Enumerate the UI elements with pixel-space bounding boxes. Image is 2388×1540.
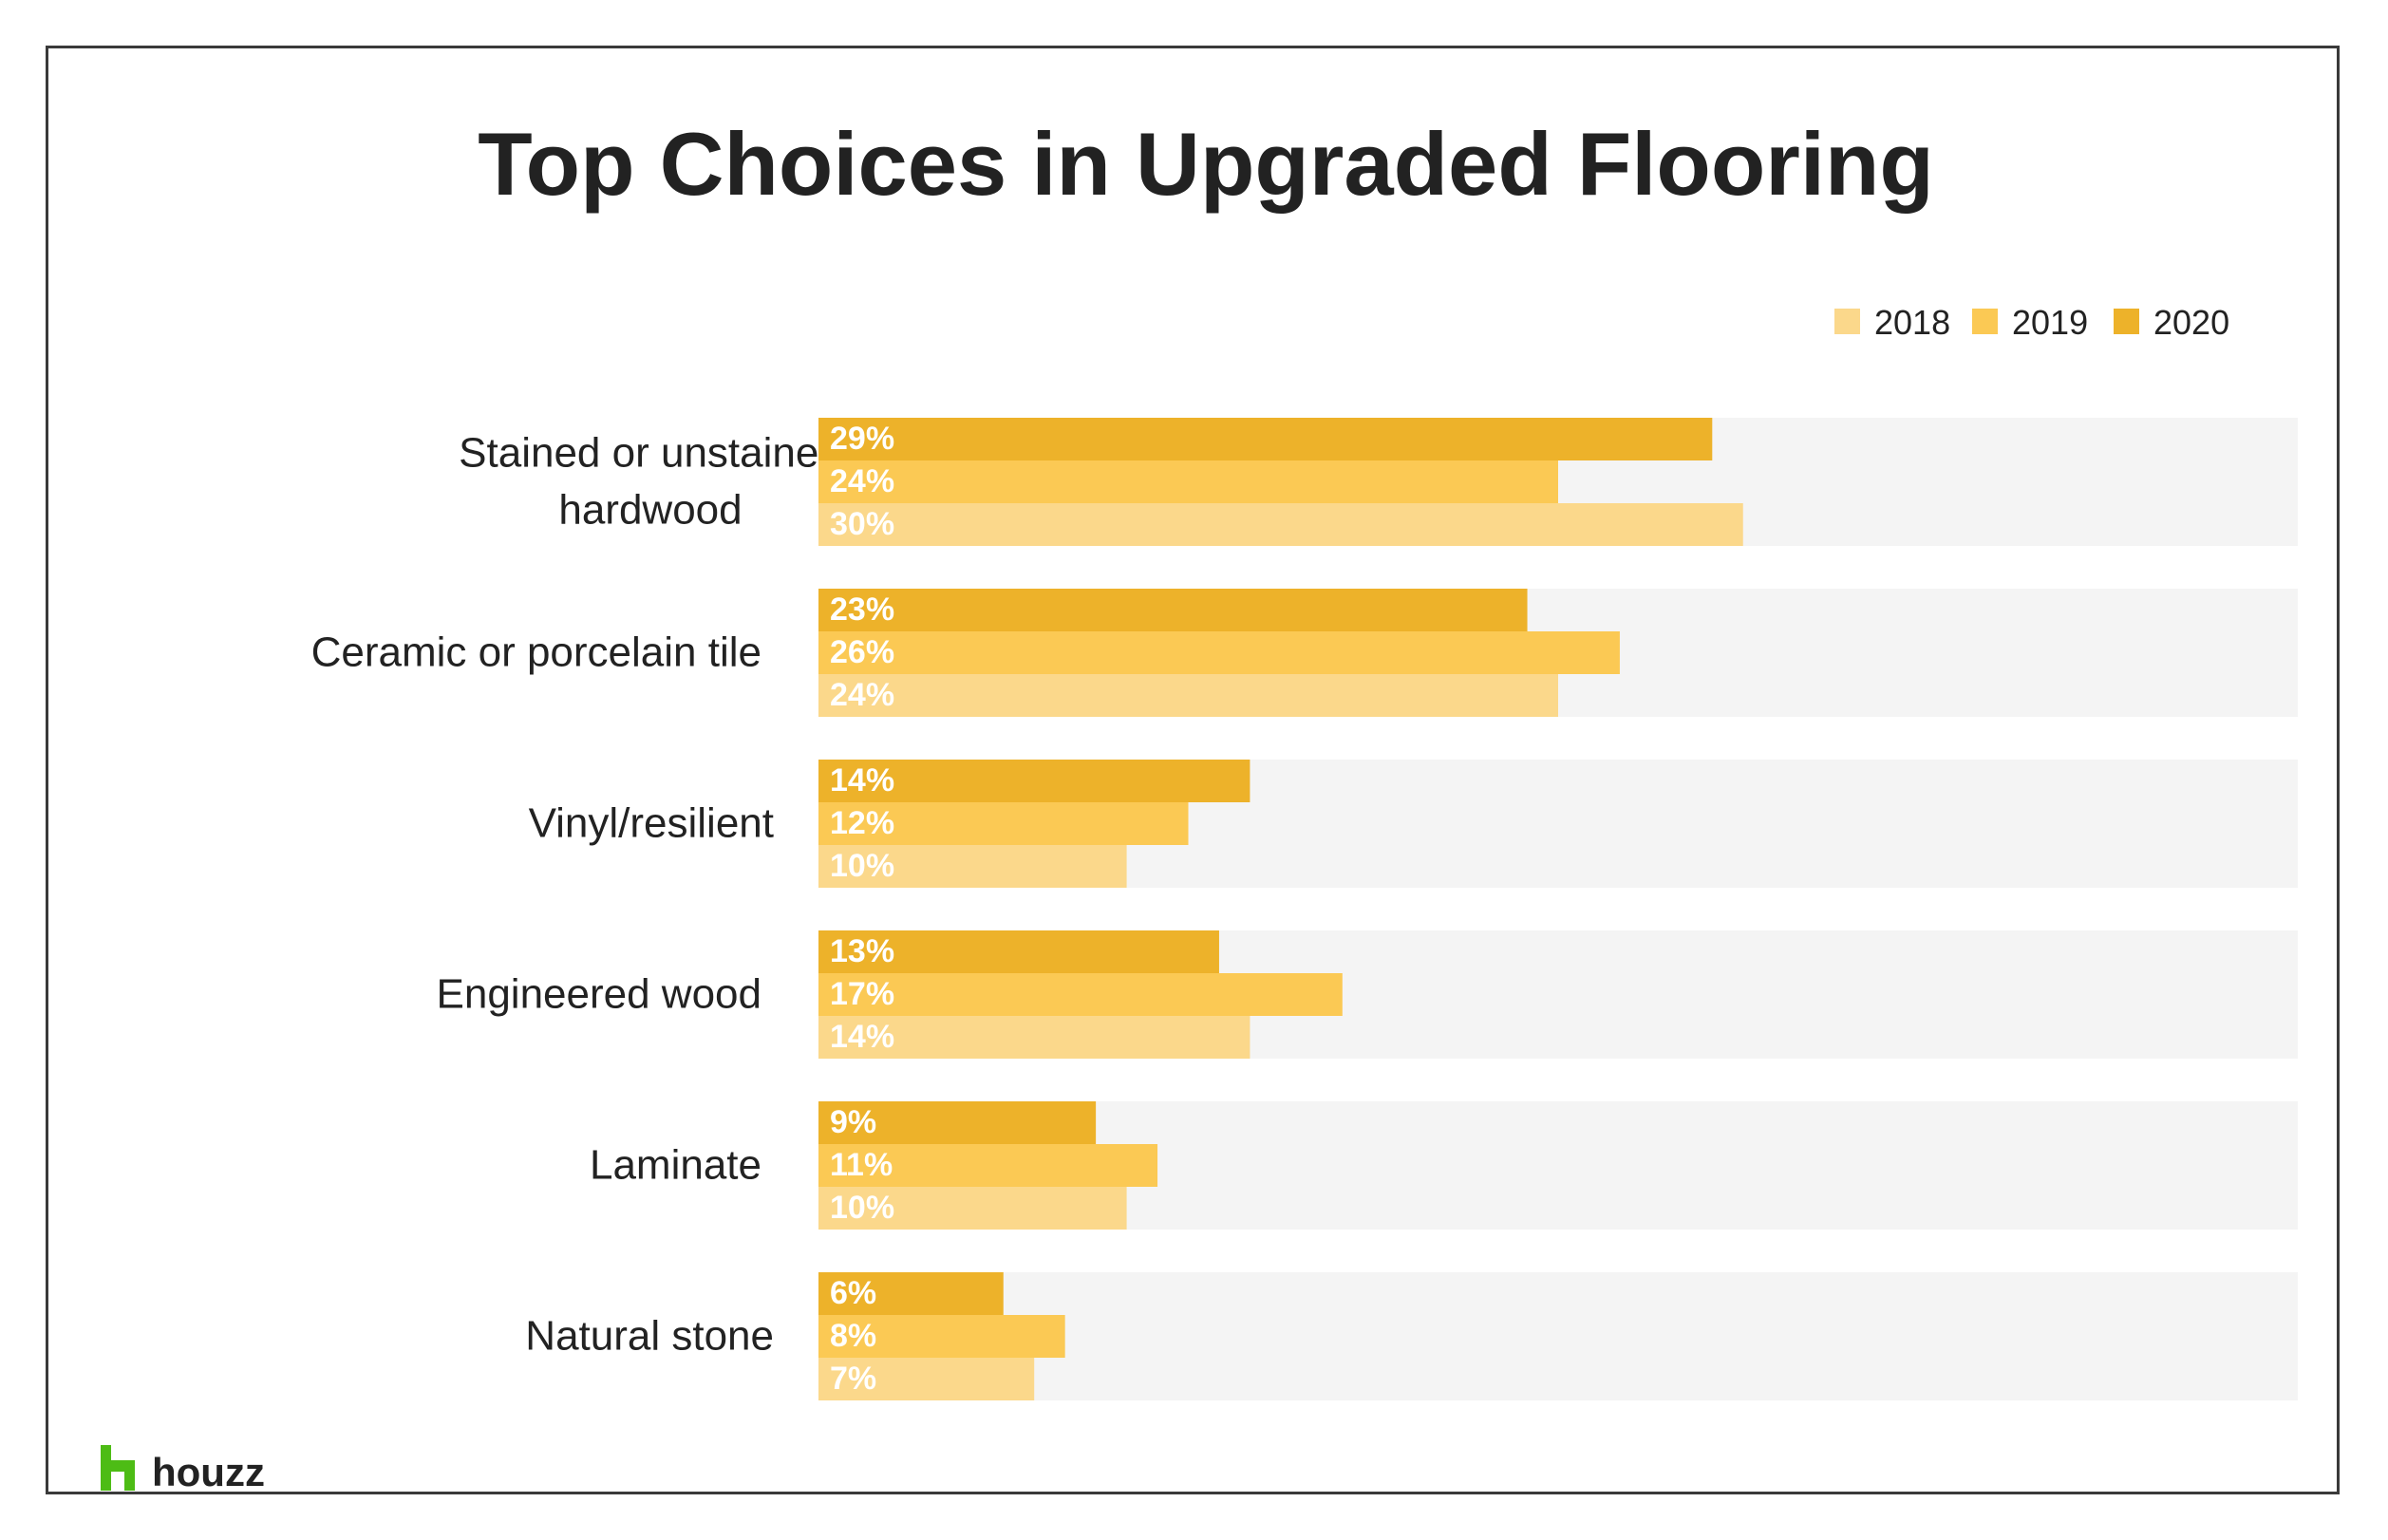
bar-value-label: 8% — [830, 1318, 876, 1354]
bar-value-label: 9% — [830, 1104, 876, 1140]
bar-value-label: 14% — [830, 762, 894, 798]
bar — [818, 1101, 1097, 1144]
bar — [818, 1187, 1127, 1230]
bar-group-5: Natural stone 6% 8% 7% — [525, 1272, 2298, 1400]
bar — [818, 1016, 1250, 1059]
bar-group-4: Laminate 9% 11% 10% — [590, 1101, 2298, 1230]
category-label: Natural stone — [525, 1313, 774, 1360]
legend-label: 2019 — [2012, 303, 2088, 342]
legend-entry: 2020 — [2114, 303, 2229, 342]
bar — [818, 674, 1558, 717]
bar-value-label: 23% — [830, 592, 894, 628]
bar-value-label: 17% — [830, 976, 894, 1012]
legend-label: 2020 — [2153, 303, 2229, 342]
bar-value-label: 24% — [830, 677, 894, 713]
bar-value-label: 7% — [830, 1361, 876, 1397]
houzz-house-icon — [101, 1445, 135, 1491]
bar — [818, 418, 1713, 460]
legend-entry: 2019 — [1972, 303, 2088, 342]
bar-value-label: 10% — [830, 1190, 894, 1226]
bar-group-1: Ceramic or porcelain tile 23% 26% 24% — [311, 589, 2298, 717]
bar-value-label: 30% — [830, 506, 894, 542]
legend: 2018 2019 2020 — [1834, 303, 2229, 342]
houzz-logo: houzz — [55, 1441, 311, 1499]
bar-group-0: Stained or unstained hardwood 29% 24% 30% — [459, 418, 2298, 546]
legend-swatch — [1834, 309, 1860, 334]
category-label: Ceramic or porcelain tile — [311, 629, 762, 676]
bar — [818, 460, 1558, 503]
bar-group-2: Vinyl/resilient 14% 12% 10% — [529, 760, 2298, 888]
chart-frame — [46, 46, 2340, 1494]
bar-value-label: 29% — [830, 421, 894, 457]
bar-value-label: 11% — [830, 1147, 893, 1183]
bar — [818, 930, 1219, 973]
category-label: hardwood — [558, 487, 742, 534]
legend-entry: 2018 — [1834, 303, 1950, 342]
legend-swatch — [1972, 309, 1998, 334]
bar — [818, 1358, 1035, 1400]
bar — [818, 802, 1189, 845]
bar — [818, 973, 1343, 1016]
bar-value-label: 12% — [830, 805, 894, 841]
bar — [818, 589, 1528, 631]
bar — [818, 1315, 1065, 1358]
bar-value-label: 14% — [830, 1019, 894, 1055]
bar — [818, 631, 1620, 674]
bar-groups: Stained or unstained hardwood 29% 24% 30% Cer… — [311, 418, 2298, 1400]
legend-label: 2018 — [1874, 303, 1950, 342]
bar — [818, 760, 1250, 802]
houzz-wordmark: houzz — [152, 1450, 265, 1494]
bar-value-label: 10% — [830, 848, 894, 884]
category-label: Engineered wood — [437, 971, 762, 1018]
bar — [818, 845, 1127, 888]
category-label: Vinyl/resilient — [529, 800, 774, 847]
category-label: Laminate — [590, 1142, 762, 1189]
bar — [818, 1144, 1158, 1187]
bar-value-label: 26% — [830, 634, 894, 670]
bar-value-label: 6% — [830, 1275, 876, 1311]
bar-value-label: 24% — [830, 463, 894, 499]
bar — [818, 1272, 1004, 1315]
chart-title: Top Choices in Upgraded Flooring — [478, 114, 1934, 214]
bar-value-label: 13% — [830, 933, 894, 969]
category-label: Stained or unstained — [459, 430, 842, 477]
bar-group-3: Engineered wood 13% 17% 14% — [437, 930, 2298, 1059]
bar — [818, 503, 1743, 546]
legend-swatch — [2114, 309, 2139, 334]
